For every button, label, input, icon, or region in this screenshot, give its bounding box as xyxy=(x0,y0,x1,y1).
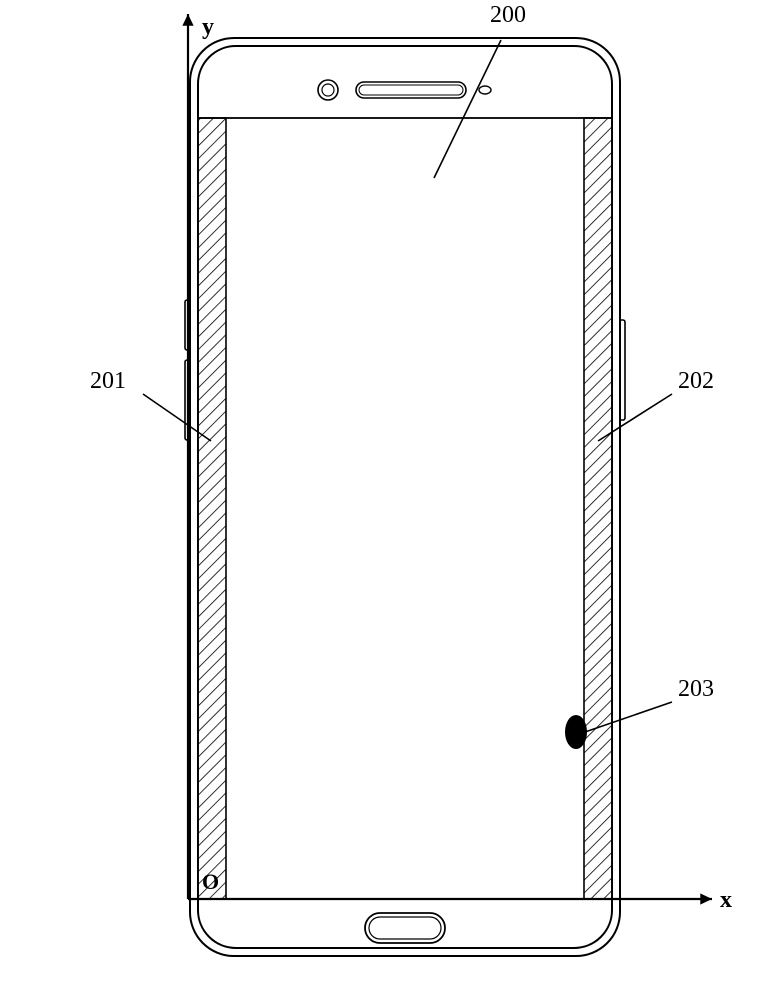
callout-203: 203 xyxy=(678,676,714,702)
callout-202: 202 xyxy=(678,368,714,394)
svg-text:O: O xyxy=(202,869,219,894)
svg-text:y: y xyxy=(202,14,214,40)
callout-200: 200 xyxy=(490,2,526,28)
svg-text:x: x xyxy=(720,887,732,913)
figure-container: y x O 200 201 202 203 xyxy=(0,0,768,1000)
diagram-svg: y x O 200 201 202 203 xyxy=(0,0,768,1000)
callout-201: 201 xyxy=(90,368,126,394)
